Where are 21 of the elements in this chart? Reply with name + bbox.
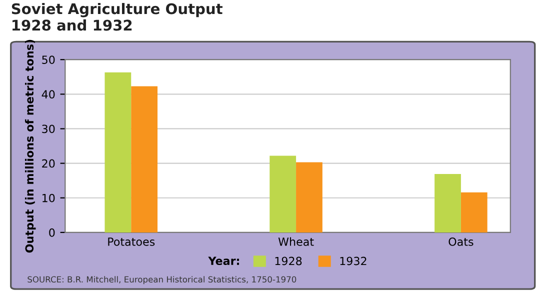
legend-label: 1928 bbox=[275, 256, 302, 266]
bar bbox=[460, 192, 488, 232]
y-tick-label: 50 bbox=[42, 56, 55, 64]
legend-title: Year: bbox=[208, 256, 239, 266]
y-tick-label: 0 bbox=[49, 228, 55, 237]
source-note: SOURCE: B.R. Mitchell, European Historical Statistics, 1750-1970 bbox=[28, 276, 296, 284]
x-tick-label: Potatoes bbox=[108, 238, 155, 246]
x-tick-label: Wheat bbox=[278, 237, 314, 246]
y-tick-label: 10 bbox=[42, 194, 55, 202]
bar bbox=[104, 72, 132, 232]
x-tick-label: Oats bbox=[448, 237, 474, 246]
bar bbox=[270, 156, 296, 232]
legend-label: 1932 bbox=[340, 256, 366, 266]
y-tick-label: 40 bbox=[42, 90, 55, 99]
chart-title: Soviet Agriculture Output 1928 and 1932 bbox=[12, 2, 222, 31]
bar bbox=[131, 86, 158, 232]
bar bbox=[434, 174, 461, 232]
bar bbox=[296, 162, 322, 232]
y-tick-label: 30 bbox=[42, 124, 55, 134]
y-tick-label: 20 bbox=[42, 159, 55, 168]
y-axis-title: Output (in millions of metric tons) bbox=[24, 40, 36, 253]
